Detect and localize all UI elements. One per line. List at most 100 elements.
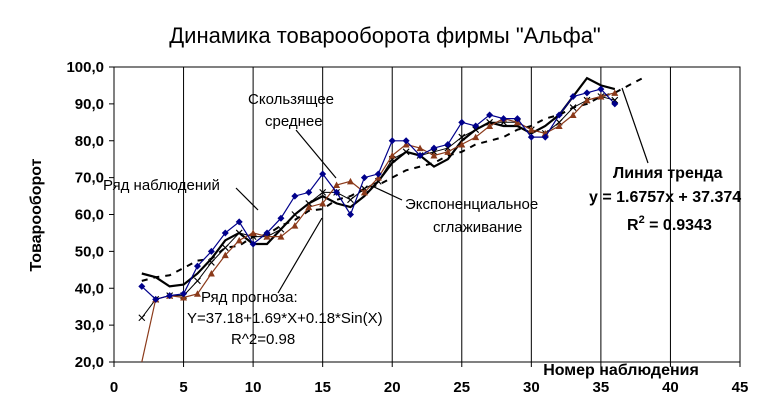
data-point-observation <box>430 144 438 152</box>
series-line-exponential <box>141 95 615 319</box>
data-point-exponential <box>221 244 229 252</box>
data-point-observation <box>263 229 271 237</box>
x-tick-label: 10 <box>245 379 262 396</box>
data-point-observation <box>152 295 160 303</box>
data-point-observation <box>180 290 188 298</box>
data-point-exponential <box>138 314 146 322</box>
data-point-exponential <box>347 196 354 204</box>
data-point-forecast <box>360 188 368 196</box>
data-point-forecast <box>388 152 396 159</box>
data-point-forecast <box>486 122 494 129</box>
x-axis-ticks: 0 5 10 15 20 25 30 35 40 45 <box>110 362 749 396</box>
data-point-exponential <box>569 104 577 111</box>
annot-forecast-2: Y=37.18+1.69*X+0.18*Sin(X) <box>187 310 383 327</box>
chart-title: Динамика товарооборота фирмы "Альфа" <box>169 23 601 48</box>
y-tick-label: 50,0 <box>75 243 104 260</box>
data-point-forecast <box>583 96 591 104</box>
x-tick-label: 35 <box>593 379 610 396</box>
data-point-forecast <box>430 152 438 159</box>
annot-exp-smoothing-1: Экспоненциальное <box>405 196 538 213</box>
data-point-observation <box>486 111 494 119</box>
data-point-observation <box>193 262 201 270</box>
data-point-exponential <box>305 200 313 207</box>
x-axis-label: Номер наблюдения <box>543 362 699 379</box>
annot-trend-equation: y = 1.6757x + 37.374 <box>589 189 741 206</box>
data-point-exponential <box>458 133 466 141</box>
data-point-observation <box>360 174 368 182</box>
data-point-observation <box>444 140 452 148</box>
data-point-observation <box>472 122 480 130</box>
data-point-observation <box>569 93 577 100</box>
data-point-forecast <box>527 126 535 133</box>
data-point-observation <box>541 133 549 141</box>
data-point-forecast <box>291 222 299 229</box>
moving-avg-arrow <box>295 129 337 179</box>
data-point-observation <box>346 211 354 218</box>
x-tick-label: 45 <box>732 379 749 396</box>
data-point-observation <box>249 240 257 248</box>
y-tick-label: 20,0 <box>75 354 104 371</box>
annot-trend-r2: R2 = 0.9343 <box>627 214 712 234</box>
data-point-forecast <box>319 199 327 207</box>
data-point-exponential <box>194 277 201 285</box>
y-axis-ticks: 20,0 30,0 40,0 50,0 60,0 70,0 80,0 90,0 100,0 <box>66 59 114 371</box>
data-point-observation <box>235 218 243 226</box>
y-tick-label: 30,0 <box>75 317 104 334</box>
data-point-observation <box>513 115 521 123</box>
x-tick-label: 5 <box>179 379 187 396</box>
series-exponential <box>138 93 619 322</box>
data-point-observation <box>374 170 382 178</box>
data-point-observation <box>291 192 299 200</box>
data-point-forecast <box>193 290 201 297</box>
series-layer <box>138 76 644 363</box>
data-point-observation <box>583 89 591 97</box>
data-point-observation <box>500 115 508 123</box>
data-point-exponential <box>472 126 480 134</box>
data-point-forecast <box>235 236 243 244</box>
y-tick-label: 80,0 <box>75 133 104 150</box>
data-point-forecast <box>555 122 563 129</box>
data-point-forecast <box>569 111 577 118</box>
data-point-exponential <box>235 229 243 237</box>
data-point-observation <box>597 85 605 93</box>
data-point-observation <box>611 100 619 108</box>
y-tick-label: 90,0 <box>75 96 104 113</box>
y-tick-label: 40,0 <box>75 280 104 297</box>
data-point-exponential <box>291 211 299 218</box>
data-point-observation <box>555 111 563 119</box>
annotation-arrows <box>235 87 649 294</box>
data-point-observation <box>458 118 466 126</box>
data-point-observation <box>305 188 313 196</box>
data-point-observation <box>207 247 215 255</box>
data-point-forecast <box>249 229 257 236</box>
data-point-observation <box>277 214 285 222</box>
annot-trend-r2-sup: 2 <box>639 214 645 226</box>
data-point-forecast <box>458 140 466 148</box>
data-point-forecast <box>305 203 313 211</box>
y-tick-label: 70,0 <box>75 170 104 187</box>
x-tick-label: 20 <box>384 379 401 396</box>
annot-observations: Ряд наблюдений <box>103 177 220 194</box>
trend-arrow <box>621 87 649 164</box>
data-point-forecast <box>444 148 452 155</box>
data-point-forecast <box>221 251 229 259</box>
data-point-forecast <box>277 233 285 240</box>
data-point-forecast <box>207 270 215 277</box>
annot-forecast-3: R^2=0.98 <box>231 331 295 348</box>
data-point-observation <box>388 137 396 145</box>
annot-trend-r2-prefix: R <box>627 217 639 234</box>
data-point-exponential <box>277 225 285 233</box>
x-tick-label: 15 <box>314 379 331 396</box>
data-point-observation <box>221 229 229 237</box>
data-point-observation <box>166 292 174 300</box>
annot-trend-r2-value: = 0.9343 <box>645 217 712 234</box>
data-point-forecast <box>416 144 424 152</box>
annot-moving-avg-2: среднее <box>265 113 323 130</box>
series-line-observations <box>141 88 616 300</box>
data-point-observation <box>527 133 535 141</box>
data-point-exponential <box>319 188 327 196</box>
exp-smoothing-arrow <box>371 185 403 201</box>
data-point-exponential <box>402 148 410 156</box>
forecast-arrow <box>277 217 323 294</box>
